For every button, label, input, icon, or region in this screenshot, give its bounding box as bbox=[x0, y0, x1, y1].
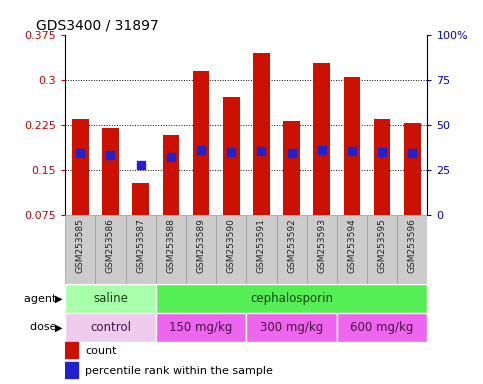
Text: count: count bbox=[85, 346, 116, 356]
Bar bbox=[367, 215, 397, 284]
Text: GSM253591: GSM253591 bbox=[257, 218, 266, 273]
Point bbox=[378, 149, 386, 155]
Bar bbox=[276, 215, 307, 284]
Bar bbox=[96, 215, 126, 284]
Text: GSM253596: GSM253596 bbox=[408, 218, 417, 273]
Bar bbox=[72, 119, 88, 215]
Bar bbox=[132, 183, 149, 215]
Bar bbox=[216, 215, 246, 284]
Bar bbox=[156, 215, 186, 284]
Text: GSM253592: GSM253592 bbox=[287, 218, 296, 273]
Bar bbox=[65, 362, 78, 378]
Bar bbox=[186, 215, 216, 284]
Bar bbox=[65, 342, 78, 358]
Text: dose: dose bbox=[30, 322, 60, 333]
Text: ▶: ▶ bbox=[55, 322, 63, 333]
Text: GSM253587: GSM253587 bbox=[136, 218, 145, 273]
Bar bbox=[65, 215, 96, 284]
Point bbox=[227, 149, 235, 155]
Point bbox=[197, 147, 205, 153]
Text: 600 mg/kg: 600 mg/kg bbox=[351, 321, 414, 334]
Text: agent: agent bbox=[25, 293, 60, 304]
Bar bbox=[223, 96, 240, 215]
Bar bbox=[102, 128, 119, 215]
Bar bbox=[126, 215, 156, 284]
Bar bbox=[337, 215, 367, 284]
Text: 300 mg/kg: 300 mg/kg bbox=[260, 321, 323, 334]
Bar bbox=[163, 135, 179, 215]
Point bbox=[348, 147, 356, 154]
Text: saline: saline bbox=[93, 292, 128, 305]
Bar bbox=[156, 284, 427, 313]
Text: GSM253595: GSM253595 bbox=[378, 218, 387, 273]
Text: GSM253594: GSM253594 bbox=[347, 218, 356, 273]
Point bbox=[76, 150, 84, 156]
Bar bbox=[284, 121, 300, 215]
Text: GSM253588: GSM253588 bbox=[166, 218, 175, 273]
Text: GDS3400 / 31897: GDS3400 / 31897 bbox=[36, 18, 159, 32]
Point bbox=[409, 150, 416, 156]
Point bbox=[137, 162, 144, 168]
Bar bbox=[246, 313, 337, 342]
Point bbox=[257, 147, 265, 154]
Point bbox=[318, 147, 326, 153]
Text: ▶: ▶ bbox=[55, 293, 63, 304]
Bar bbox=[156, 313, 246, 342]
Bar bbox=[193, 71, 209, 215]
Bar bbox=[344, 77, 360, 215]
Bar bbox=[65, 313, 156, 342]
Bar bbox=[337, 313, 427, 342]
Point bbox=[167, 154, 175, 160]
Text: GSM253586: GSM253586 bbox=[106, 218, 115, 273]
Bar bbox=[404, 123, 421, 215]
Text: control: control bbox=[90, 321, 131, 334]
Bar bbox=[307, 215, 337, 284]
Bar bbox=[397, 215, 427, 284]
Bar bbox=[253, 53, 270, 215]
Text: GSM253585: GSM253585 bbox=[76, 218, 85, 273]
Text: cephalosporin: cephalosporin bbox=[250, 292, 333, 305]
Bar bbox=[65, 284, 156, 313]
Bar bbox=[313, 63, 330, 215]
Point bbox=[107, 152, 114, 158]
Text: GSM253590: GSM253590 bbox=[227, 218, 236, 273]
Text: percentile rank within the sample: percentile rank within the sample bbox=[85, 366, 273, 376]
Point bbox=[288, 150, 296, 156]
Text: GSM253593: GSM253593 bbox=[317, 218, 327, 273]
Bar bbox=[374, 119, 390, 215]
Text: GSM253589: GSM253589 bbox=[197, 218, 206, 273]
Text: 150 mg/kg: 150 mg/kg bbox=[170, 321, 233, 334]
Bar bbox=[246, 215, 276, 284]
